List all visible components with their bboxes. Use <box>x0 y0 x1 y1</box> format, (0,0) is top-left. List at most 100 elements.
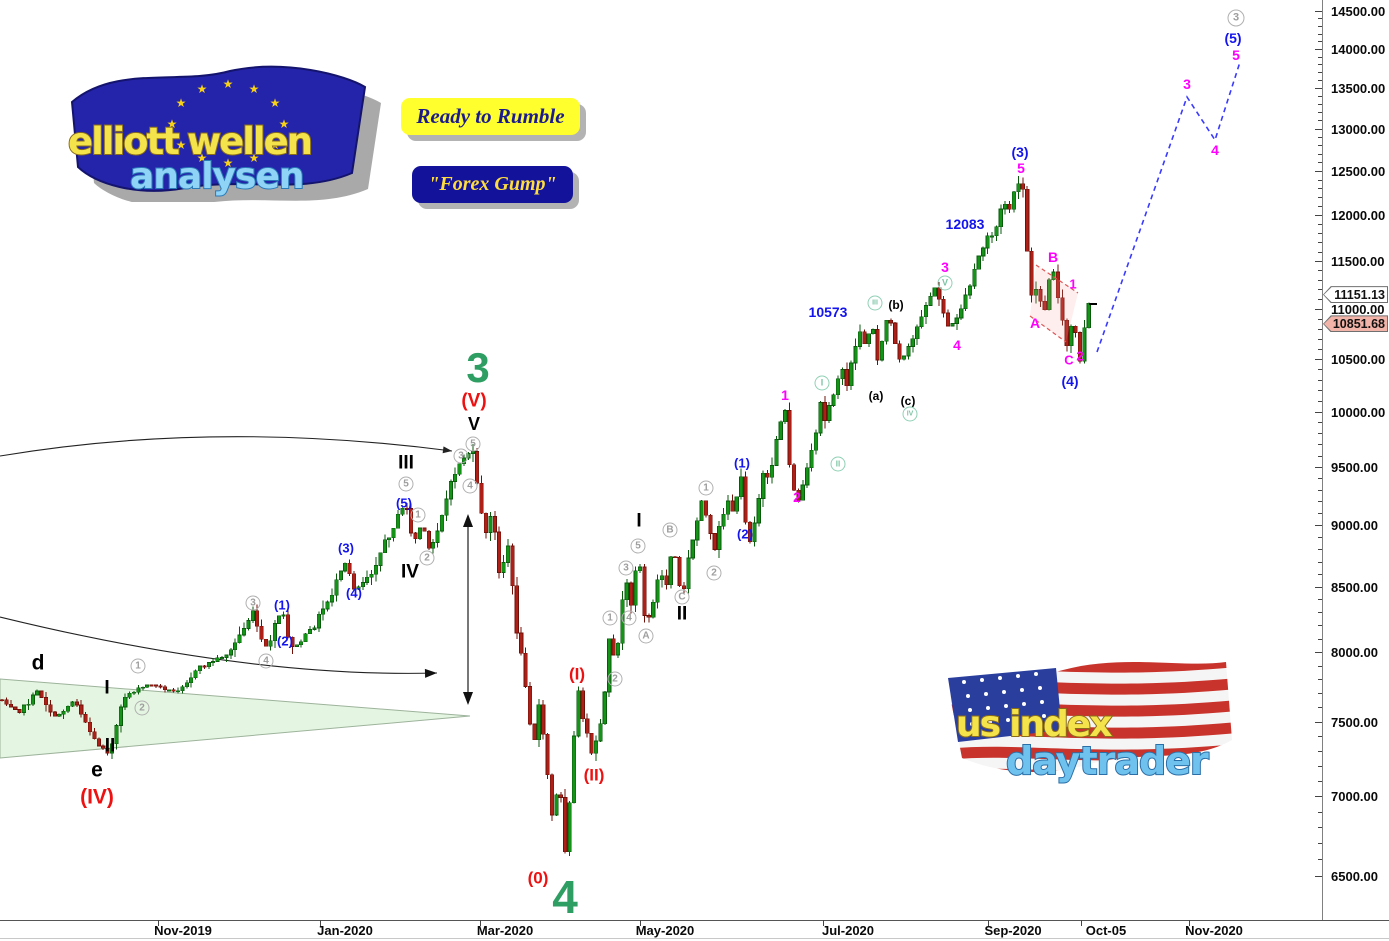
price-axis-tick <box>1318 827 1322 829</box>
price-axis-label: 7500.00 <box>1331 714 1378 730</box>
price-axis-label: 10500.00 <box>1331 351 1386 367</box>
time-axis-tick <box>1081 920 1082 926</box>
arrowhead <box>424 668 437 678</box>
price-axis-tick <box>1318 859 1322 861</box>
circled-wave-label: 2 <box>419 550 435 566</box>
wave-label: I <box>636 510 642 532</box>
wave-label: (V) <box>461 390 487 412</box>
price-axis-tick <box>1318 72 1322 74</box>
svg-text:★: ★ <box>176 96 187 110</box>
price-axis-tick <box>1315 260 1322 262</box>
price-axis-label: 11500.00 <box>1331 253 1385 269</box>
bid-price-tag: 10851.68 <box>1323 315 1388 333</box>
bid-price-value: 10851.68 <box>1332 316 1385 331</box>
circled-wave-label: 1 <box>410 507 426 523</box>
wave-label: 2 <box>1076 348 1084 364</box>
logo-text-elliott-wellen: elliott wellen <box>68 120 311 163</box>
wave-label: II <box>676 603 688 625</box>
flag-channel-fill <box>1030 265 1078 342</box>
price-axis-tick <box>1318 780 1322 782</box>
price-axis-label: 13500.00 <box>1331 81 1386 97</box>
svg-text:★: ★ <box>270 96 281 110</box>
circled-wave-label: 5 <box>398 476 414 492</box>
wave-label: 12083 <box>945 216 985 232</box>
wave-label: 10573 <box>808 304 848 320</box>
time-axis-tick <box>1189 920 1190 926</box>
wave-label: C <box>1064 352 1074 368</box>
price-axis-tick <box>1315 358 1322 360</box>
wave-label: 1 <box>781 387 789 403</box>
price-axis-tick <box>1318 501 1322 503</box>
price-axis-tick <box>1318 299 1322 301</box>
svg-text:★: ★ <box>167 117 178 131</box>
ask-price-value: 11151.13 <box>1334 287 1385 302</box>
time-axis-line <box>0 920 1389 921</box>
time-axis-label: Nov-2019 <box>154 923 212 938</box>
price-axis-tick <box>1318 369 1322 371</box>
arrowhead <box>463 514 473 527</box>
wave-label: 5 <box>1017 160 1025 176</box>
price-axis-tick <box>1318 599 1322 601</box>
wave-label: B <box>1047 249 1059 265</box>
time-axis-tick <box>988 920 989 926</box>
price-axis-tick <box>1318 638 1322 640</box>
arrowhead <box>442 446 452 454</box>
wave-label: (IV) <box>80 785 114 809</box>
svg-text:★: ★ <box>249 151 260 165</box>
price-axis-tick <box>1318 270 1322 272</box>
circled-wave-label: 3 <box>453 448 469 464</box>
forex-gump-text: "Forex Gump" <box>428 173 557 195</box>
price-axis-tick <box>1318 33 1322 35</box>
price-axis-label: 10000.00 <box>1331 404 1386 420</box>
wave-label: 2 <box>793 489 801 505</box>
price-axis-tick <box>1318 56 1322 58</box>
price-axis-tick <box>1318 433 1322 435</box>
upper-arc-line <box>0 436 453 457</box>
price-axis-tick <box>1318 400 1322 402</box>
price-axis-tick <box>1315 875 1322 877</box>
ready-to-rumble-text: Ready to Rumble <box>416 104 565 128</box>
price-axis-tick <box>1318 197 1322 199</box>
price-axis-tick <box>1318 137 1322 139</box>
svg-text:★: ★ <box>270 138 281 152</box>
price-axis-tick <box>1318 112 1322 114</box>
wave-label: (I) <box>568 664 586 684</box>
price-axis-tick <box>1318 242 1322 244</box>
wave-label: IV <box>401 561 419 583</box>
price-axis-tick <box>1315 170 1322 172</box>
price-axis-label: 11000.00 <box>1331 301 1385 317</box>
wave-label: (1) <box>734 455 750 471</box>
price-axis-tick <box>1318 96 1322 98</box>
price-axis-tick <box>1318 379 1322 381</box>
price-axis-tick <box>1318 444 1322 446</box>
wave-label: (4) <box>346 585 362 601</box>
logo-text-daytrader: daytrader <box>1006 739 1209 783</box>
price-axis-tick <box>1318 25 1322 27</box>
price-axis-tick <box>1315 411 1322 413</box>
wave-label: 5 <box>1232 47 1240 63</box>
forex-gump-badge: "Forex Gump" <box>412 166 573 203</box>
wave-label: V <box>467 414 481 434</box>
time-axis-tick <box>823 920 824 926</box>
price-axis-tick <box>1318 338 1322 340</box>
time-axis-tick <box>158 920 159 926</box>
svg-text:★: ★ <box>279 117 290 131</box>
price-axis-label: 12500.00 <box>1331 163 1386 179</box>
price-axis-tick <box>1318 736 1322 738</box>
wave-label: (2) <box>277 633 293 649</box>
triangle-pattern <box>0 678 471 759</box>
circled-wave-label: 2 <box>706 565 722 581</box>
wave-label: III <box>398 452 414 474</box>
circled-wave-label: 4 <box>258 653 274 669</box>
svg-text:★: ★ <box>176 138 187 152</box>
circled-wave-label: B <box>662 522 678 538</box>
circled-wave-label: A <box>638 628 654 644</box>
svg-text:★: ★ <box>249 82 260 96</box>
price-axis-tick <box>1318 693 1322 695</box>
circled-wave-label: 3 <box>618 560 634 576</box>
price-axis-label: 12000.00 <box>1331 208 1386 223</box>
time-axis-label: Sep-2020 <box>984 923 1042 938</box>
circled-wave-label: 4 <box>462 478 478 494</box>
wave-label: 4 <box>1211 142 1219 158</box>
